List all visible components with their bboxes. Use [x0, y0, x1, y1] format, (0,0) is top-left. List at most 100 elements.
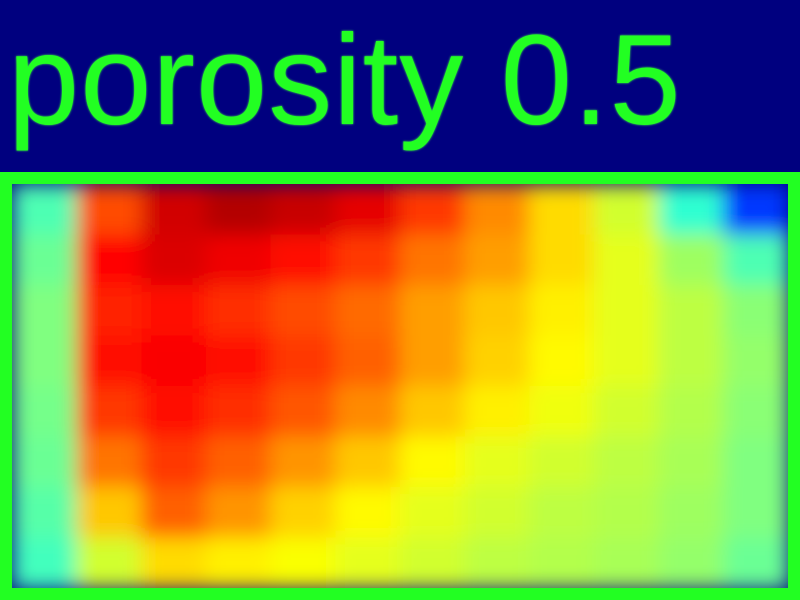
- heatmap-cell-r4-c8: [529, 386, 596, 438]
- heatmap-cell-r2-c10: [658, 285, 725, 337]
- heatmap-cell-r1-c6: [400, 234, 467, 287]
- heatmap-cell-r1-c9: [594, 234, 661, 287]
- heatmap-cell-r7-c4: [270, 537, 337, 590]
- heatmap-cell-r3-c3: [206, 335, 273, 388]
- heatmap-cell-r5-c4: [270, 436, 337, 489]
- heatmap-cell-r3-c5: [335, 335, 402, 388]
- heatmap-cell-r5-c5: [335, 436, 402, 489]
- heatmap-cell-r3-c10: [658, 335, 725, 388]
- heatmap-cell-r5-c8: [529, 436, 596, 489]
- heatmap-cell-r5-c1: [76, 436, 143, 489]
- heatmap-cell-r6-c0: [12, 487, 79, 539]
- heatmap-cell-r6-c1: [76, 487, 143, 539]
- heatmap-cell-r3-c9: [594, 335, 661, 388]
- heatmap-cell-r2-c11: [723, 285, 790, 337]
- heatmap-cell-r3-c0: [12, 335, 79, 388]
- heatmap-cell-r1-c4: [270, 234, 337, 287]
- heatmap-cell-r1-c7: [464, 234, 531, 287]
- heatmap-frame: [0, 172, 800, 600]
- heatmap-cell-r4-c3: [206, 386, 273, 438]
- title-bar: porosity 0.5: [0, 0, 800, 172]
- heatmap-cell-r7-c1: [76, 537, 143, 590]
- heatmap-cell-r1-c2: [141, 234, 208, 287]
- heatmap-cell-r4-c6: [400, 386, 467, 438]
- heatmap-cell-r0-c5: [335, 184, 402, 236]
- heatmap-cell-r6-c9: [594, 487, 661, 539]
- heatmap-cell-r7-c8: [529, 537, 596, 590]
- heatmap-cell-r7-c6: [400, 537, 467, 590]
- heatmap-cell-r3-c2: [141, 335, 208, 388]
- heatmap-cell-r1-c5: [335, 234, 402, 287]
- heatmap-cell-r0-c6: [400, 184, 467, 236]
- heatmap-cell-r3-c1: [76, 335, 143, 388]
- heatmap-cell-r5-c6: [400, 436, 467, 489]
- heatmap-cell-r4-c1: [76, 386, 143, 438]
- heatmap-cell-r6-c10: [658, 487, 725, 539]
- heatmap-cell-r2-c2: [141, 285, 208, 337]
- heatmap-cell-r4-c7: [464, 386, 531, 438]
- heatmap-cell-r1-c11: [723, 234, 790, 287]
- heatmap-cell-r5-c7: [464, 436, 531, 489]
- heatmap-cell-r7-c10: [658, 537, 725, 590]
- heatmap-cell-r3-c8: [529, 335, 596, 388]
- heatmap-cell-r0-c10: [658, 184, 725, 236]
- heatmap-cell-r2-c0: [12, 285, 79, 337]
- heatmap-cell-r2-c8: [529, 285, 596, 337]
- heatmap-cell-r0-c4: [270, 184, 337, 236]
- heatmap-cell-r7-c5: [335, 537, 402, 590]
- heatmap-cell-r2-c7: [464, 285, 531, 337]
- heatmap-cell-r0-c9: [594, 184, 661, 236]
- heatmap-cell-r1-c3: [206, 234, 273, 287]
- heatmap-cell-r3-c11: [723, 335, 790, 388]
- heatmap-cells: [12, 184, 790, 590]
- heatmap-cell-r6-c2: [141, 487, 208, 539]
- heatmap-cell-r2-c5: [335, 285, 402, 337]
- heatmap-cell-r0-c1: [76, 184, 143, 236]
- heatmap-cell-r5-c10: [658, 436, 725, 489]
- heatmap-cell-r6-c5: [335, 487, 402, 539]
- heatmap-cell-r2-c9: [594, 285, 661, 337]
- heatmap-cell-r6-c8: [529, 487, 596, 539]
- heatmap-cell-r0-c3: [206, 184, 273, 236]
- heatmap-cell-r6-c7: [464, 487, 531, 539]
- heatmap-cell-r4-c4: [270, 386, 337, 438]
- heatmap-cell-r3-c4: [270, 335, 337, 388]
- heatmap-cell-r3-c6: [400, 335, 467, 388]
- heatmap-cell-r7-c0: [12, 537, 79, 590]
- heatmap-cell-r6-c11: [723, 487, 790, 539]
- heatmap-cell-r0-c7: [464, 184, 531, 236]
- heatmap-cell-r5-c9: [594, 436, 661, 489]
- heatmap-cell-r5-c11: [723, 436, 790, 489]
- heatmap-cell-r0-c2: [141, 184, 208, 236]
- heatmap-cell-r6-c6: [400, 487, 467, 539]
- heatmap-cell-r6-c3: [206, 487, 273, 539]
- heatmap-cell-r4-c11: [723, 386, 790, 438]
- heatmap-cell-r1-c0: [12, 234, 79, 287]
- heatmap-cell-r0-c0: [12, 184, 79, 236]
- heatmap-cell-r7-c11: [723, 537, 790, 590]
- chart-title: porosity 0.5: [8, 9, 682, 152]
- heatmap-cell-r4-c10: [658, 386, 725, 438]
- heatmap-cell-r3-c7: [464, 335, 531, 388]
- heatmap-cell-r1-c1: [76, 234, 143, 287]
- heatmap-cell-r2-c4: [270, 285, 337, 337]
- heatmap-cell-r4-c0: [12, 386, 79, 438]
- heatmap-cell-r7-c3: [206, 537, 273, 590]
- heatmap-border: [0, 172, 800, 600]
- heatmap-cell-r4-c9: [594, 386, 661, 438]
- heatmap-cell-r2-c3: [206, 285, 273, 337]
- heatmap-cell-r4-c2: [141, 386, 208, 438]
- heatmap-cell-r2-c1: [76, 285, 143, 337]
- heatmap-cell-r2-c6: [400, 285, 467, 337]
- heatmap-cell-r5-c0: [12, 436, 79, 489]
- heatmap-cell-r6-c4: [270, 487, 337, 539]
- heatmap-cell-r5-c2: [141, 436, 208, 489]
- heatmap-cell-r7-c2: [141, 537, 208, 590]
- heatmap-cell-r5-c3: [206, 436, 273, 489]
- heatmap-cell-r0-c8: [529, 184, 596, 236]
- heatmap-cell-r7-c7: [464, 537, 531, 590]
- heatmap-cell-r1-c10: [658, 234, 725, 287]
- heatmap-cell-r7-c9: [594, 537, 661, 590]
- heatmap-cell-r1-c8: [529, 234, 596, 287]
